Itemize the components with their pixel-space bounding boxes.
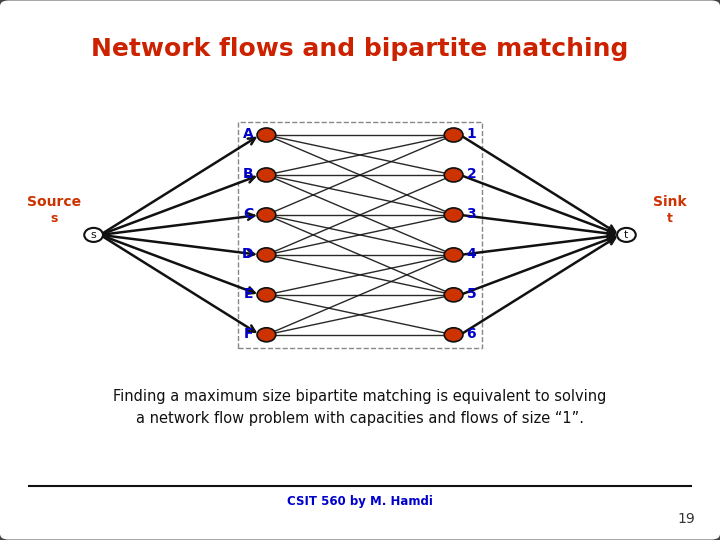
Text: D: D [242,247,253,261]
Circle shape [444,168,463,182]
Text: B: B [243,167,253,181]
Text: F: F [244,327,253,341]
Text: a network flow problem with capacities and flows of size “1”.: a network flow problem with capacities a… [136,411,584,426]
Text: E: E [244,287,253,301]
Text: Sink: Sink [653,195,686,210]
Text: 2: 2 [467,167,477,181]
Circle shape [84,228,103,242]
Text: t: t [667,212,672,225]
Circle shape [617,228,636,242]
Bar [238,122,482,348]
Text: Source: Source [27,195,81,210]
Circle shape [257,328,276,342]
Circle shape [257,168,276,182]
Text: 1: 1 [467,127,477,141]
Text: 6: 6 [467,327,476,341]
Text: s: s [50,212,58,225]
Text: C: C [243,207,253,221]
Text: A: A [243,127,253,141]
Circle shape [444,248,463,262]
Text: Finding a maximum size bipartite matching is equivalent to solving: Finding a maximum size bipartite matchin… [113,389,607,404]
Circle shape [444,128,463,142]
Text: 5: 5 [467,287,477,301]
Text: s: s [91,230,96,240]
Text: Network flows and bipartite matching: Network flows and bipartite matching [91,37,629,60]
Circle shape [444,328,463,342]
Text: 19: 19 [677,512,695,526]
Circle shape [444,288,463,302]
Text: t: t [624,230,629,240]
Text: 3: 3 [467,207,476,221]
Text: 4: 4 [467,247,477,261]
Text: CSIT 560 by M. Hamdi: CSIT 560 by M. Hamdi [287,495,433,508]
Circle shape [257,248,276,262]
Circle shape [257,208,276,222]
Circle shape [444,208,463,222]
Circle shape [257,288,276,302]
Circle shape [257,128,276,142]
